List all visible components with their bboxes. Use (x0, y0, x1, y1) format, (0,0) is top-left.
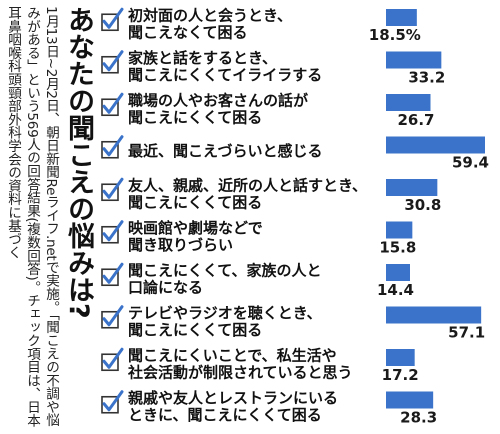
chart-title: あなたの聞こえの悩みは? (63, 6, 94, 319)
check-mark-icon (102, 347, 124, 369)
check-mark-icon (102, 135, 124, 157)
item-label: 職場の人やお客さんの話が聞こえにくくて困る (128, 91, 309, 126)
value-label: 30.8 (404, 196, 441, 214)
bar (386, 221, 413, 239)
value-label: 14.4 (377, 281, 414, 299)
value-label: 28.3 (400, 409, 437, 427)
bar (386, 391, 434, 409)
check-mark-icon (102, 390, 124, 412)
bar (386, 51, 442, 69)
check-mark-icon (102, 92, 124, 114)
item-label: 家族と話をするとき、聞こえにくくてイライラする (128, 49, 322, 84)
bar (386, 264, 410, 281)
item-label: 親戚や友人とレストランにいるときに、聞こえにくくて困る (128, 389, 338, 424)
bar (386, 9, 417, 26)
item-label: 聞こえにくいことで、私生活や社会活動が制限されていると思う (127, 346, 353, 381)
source-note: 1月13日~2月2日、朝日新聞Reライフ.netで実施。「聞こえの不調や悩みがあ… (5, 6, 59, 427)
bar (386, 306, 482, 324)
value-label: 33.2 (408, 69, 445, 87)
check-mark-icon (102, 220, 124, 242)
item-label: テレビやラジオを聴くとき、聞こえにくくて困る (128, 304, 322, 339)
value-label: 17.2 (382, 366, 419, 384)
value-label: 18.5% (369, 26, 421, 44)
survey-bar-chart: 初対面の人と会うとき、聞こえなくて困る 18.5% 家族と話をするとき、聞こえにくく… (101, 6, 489, 427)
bar (386, 136, 485, 154)
bar (386, 179, 438, 196)
value-label: 26.7 (397, 111, 434, 129)
item-label: 最近、聞こえづらいと感じる (128, 142, 323, 160)
check-mark-icon (102, 7, 124, 29)
item-label: 初対面の人と会うとき、聞こえなくて困る (128, 6, 292, 41)
bar (386, 349, 415, 366)
value-label: 59.4 (452, 154, 489, 172)
check-mark-icon (102, 177, 124, 199)
bar (386, 94, 431, 111)
item-label: 聞こえにくくて、家族の人と口論になる (128, 261, 322, 296)
check-mark-icon (102, 305, 124, 327)
check-mark-icon (102, 262, 124, 284)
check-mark-icon (102, 50, 124, 72)
item-label: 友人、親戚、近所の人と話すとき、聞こえにくくて困る (128, 176, 367, 211)
item-label: 映画館や劇場などで聞き取りづらい (128, 219, 263, 254)
value-label: 15.8 (379, 239, 416, 257)
value-label: 57.1 (448, 324, 485, 342)
